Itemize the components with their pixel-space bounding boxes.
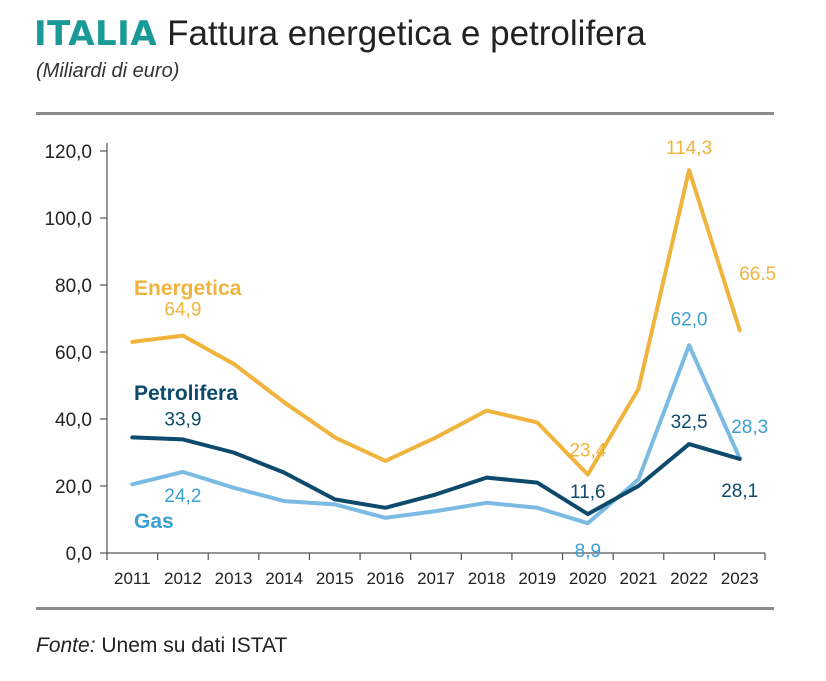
title-row: ITALIA Fattura energetica e petrolifera (34, 14, 646, 54)
chart-title: Fattura energetica e petrolifera (167, 14, 646, 53)
data-label: 23,4 (569, 441, 606, 462)
y-tick-label: 100,0 (44, 209, 92, 230)
series-line-gas (130, 343, 742, 526)
x-tick-label: 2013 (215, 569, 253, 588)
y-tick-label: 80,0 (55, 276, 92, 297)
y-tick-label: 40,0 (55, 410, 92, 431)
x-tick-label: 2022 (670, 569, 708, 588)
data-label: 33,9 (164, 409, 201, 430)
series-line-petrolifera (130, 435, 742, 517)
source-note: Fonte: Unem su dati ISTAT (36, 634, 287, 658)
data-label: 11,6 (570, 482, 606, 503)
x-tick-label: 2016 (366, 569, 404, 588)
data-label: 32,5 (671, 412, 708, 433)
x-tick-label: 2023 (721, 569, 759, 588)
data-label: 8,9 (575, 541, 601, 562)
data-label: 62,0 (671, 309, 708, 330)
y-tick-label: 60,0 (55, 343, 92, 364)
chart-subtitle: (Miliardi di euro) (36, 60, 180, 82)
source-label: Fonte: (36, 634, 96, 657)
source-text: Unem su dati ISTAT (95, 634, 288, 657)
x-tick-label: 2018 (468, 569, 506, 588)
x-tick-label: 2017 (417, 569, 455, 588)
series-line-energetica (130, 168, 742, 477)
x-tick-label: 2015 (316, 569, 354, 588)
data-label: 28,1 (721, 481, 758, 502)
x-tick-label: 2011 (114, 569, 151, 588)
series-label-gas: Gas (134, 510, 174, 533)
data-label: 24,2 (164, 486, 201, 507)
y-tick-label: 0,0 (66, 544, 92, 565)
data-label: 64,9 (164, 300, 201, 321)
data-label: 66.5 (739, 264, 776, 285)
x-tick-label: 2012 (164, 569, 202, 588)
y-tick-label: 20,0 (55, 477, 92, 498)
data-label: 114,3 (666, 138, 712, 159)
series-label-petrolifera: Petrolifera (134, 382, 238, 405)
data-label: 28,3 (731, 417, 768, 438)
series-label-energetica: Energetica (134, 277, 242, 300)
x-tick-label: 2014 (265, 569, 303, 588)
x-tick-label: 2021 (620, 569, 658, 588)
brand-label: ITALIA (34, 14, 158, 54)
top-divider (36, 112, 774, 115)
x-tick-label: 2020 (569, 569, 607, 588)
x-tick-label: 2019 (518, 569, 556, 588)
bottom-divider (36, 607, 774, 610)
y-tick-label: 120,0 (44, 142, 92, 163)
